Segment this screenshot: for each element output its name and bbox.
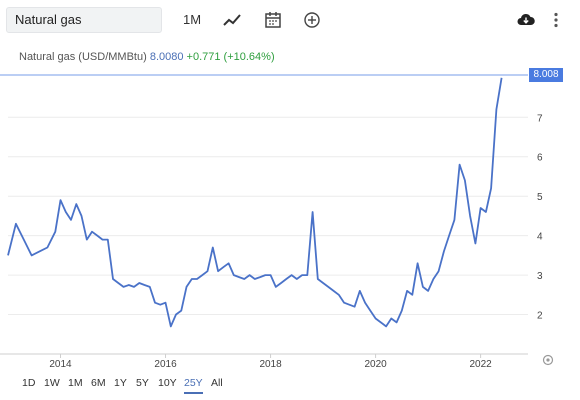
range-25y[interactable]: 25Y [184, 374, 203, 394]
y-tick-label: 2 [537, 311, 543, 322]
x-tick-label: 2016 [154, 359, 177, 370]
range-5y[interactable]: 5Y [136, 377, 149, 389]
current-price: 8.0080 [149, 51, 184, 63]
price-chart: 2 3 4 5 6 7 2014 2016 2018 2020 2022 [0, 74, 543, 370]
x-tick-label: 2018 [259, 359, 282, 370]
line-chart-icon[interactable] [222, 10, 242, 30]
y-tick-label: 5 [537, 192, 543, 203]
y-tick-label: 3 [537, 271, 543, 282]
range-1d[interactable]: 1D [22, 377, 36, 389]
x-tick-label: 2014 [49, 359, 72, 370]
range-6m[interactable]: 6M [91, 377, 106, 389]
more-vert-icon[interactable] [546, 10, 566, 30]
range-1y[interactable]: 1Y [114, 377, 127, 389]
y-tick-label: 6 [537, 153, 543, 164]
current-price-tag: 8.008 [529, 68, 563, 82]
cloud-download-icon[interactable] [516, 10, 536, 30]
series-line [7, 77, 503, 328]
y-tick-label: 4 [537, 232, 543, 243]
y-tick-label: 7 [537, 113, 543, 124]
range-1m[interactable]: 1M [68, 377, 83, 389]
x-tick-label: 2022 [469, 359, 492, 370]
plus-circle-icon[interactable] [302, 10, 322, 30]
range-all[interactable]: All [211, 377, 223, 389]
calendar-icon[interactable] [263, 10, 283, 30]
range-1w[interactable]: 1W [44, 377, 60, 389]
instrument-name: Natural gas (USD/MMBtu) [19, 51, 147, 63]
x-tick-label: 2020 [364, 359, 387, 370]
range-10y[interactable]: 10Y [158, 377, 177, 389]
price-change: +0.771 (+10.64%) [186, 51, 275, 63]
quote-info: Natural gas (USD/MMBtu) 8.0080 +0.771 (+… [19, 51, 275, 63]
settings-icon[interactable] [542, 354, 554, 366]
toolbar: Natural gas 1M [0, 0, 580, 40]
search-input[interactable]: Natural gas [6, 7, 162, 33]
interval-button[interactable]: 1M [182, 12, 202, 27]
